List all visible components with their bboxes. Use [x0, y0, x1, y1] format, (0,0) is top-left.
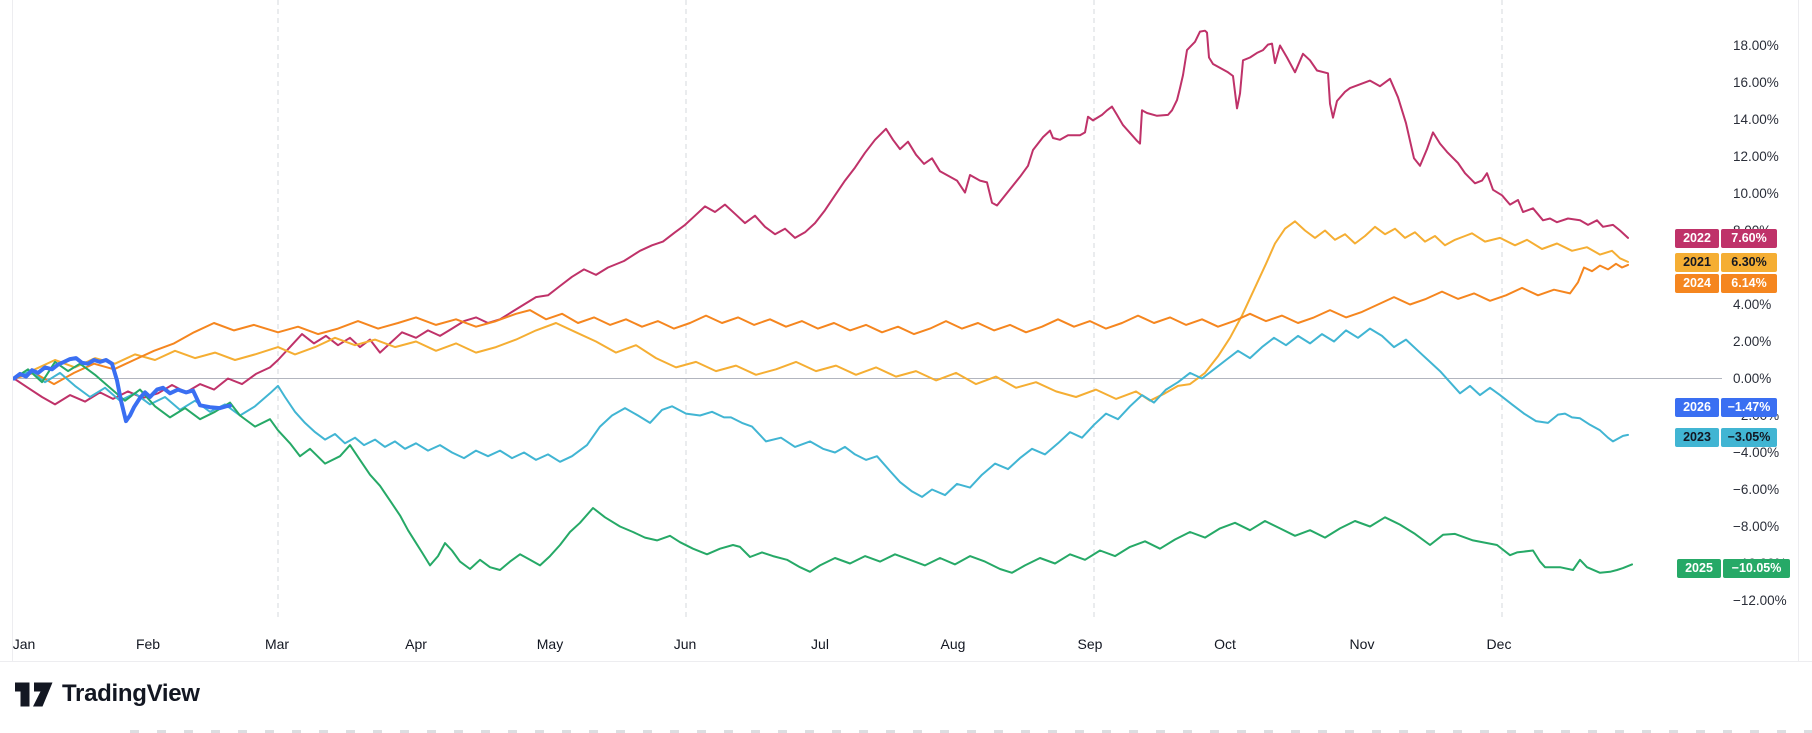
series-line-2025[interactable] [13, 360, 1633, 574]
price-label-0: 0.00% [1733, 370, 1772, 386]
series-line-2026[interactable] [12, 356, 232, 424]
month-label-oct: Oct [1214, 636, 1236, 652]
year-badge-2024[interactable]: 2024 6.14% [1675, 273, 1777, 293]
price-label--6: −6.00% [1733, 481, 1780, 497]
month-label-nov: Nov [1349, 636, 1375, 652]
price-label--8: −8.00% [1733, 518, 1780, 534]
month-label-jun: Jun [673, 636, 697, 652]
badge-value-label: −10.05% [1723, 558, 1790, 578]
bottom-axis-border [0, 661, 1812, 662]
price-label-2: 2.00% [1733, 333, 1772, 349]
month-label-may: May [536, 636, 564, 652]
price-label-12: 12.00% [1733, 148, 1779, 164]
price-label--12: −12.00% [1733, 592, 1787, 608]
badge-year-label: 2022 [1675, 228, 1719, 248]
left-pane-border [12, 0, 13, 661]
tradingview-logo-text: TradingView [62, 680, 200, 707]
price-label-4: 4.00% [1733, 296, 1772, 312]
month-label-jul: Jul [811, 636, 829, 652]
year-badge-2025[interactable]: 2025 −10.05% [1677, 558, 1790, 578]
series-line-2023[interactable] [13, 327, 1629, 498]
badge-year-label: 2023 [1675, 427, 1719, 447]
price-label-14: 14.00% [1733, 111, 1779, 127]
badge-year-label: 2026 [1675, 397, 1719, 417]
year-badge-2021[interactable]: 2021 6.30% [1675, 252, 1777, 272]
tradingview-logo-link[interactable]: TradingView [15, 680, 200, 708]
badge-value-label: −1.47% [1721, 397, 1777, 417]
price-label--4: −4.00% [1733, 444, 1780, 460]
price-label-18: 18.00% [1733, 37, 1779, 53]
badge-year-label: 2025 [1677, 558, 1721, 578]
year-badge-2022[interactable]: 2022 7.60% [1675, 228, 1777, 248]
month-label-mar: Mar [264, 636, 290, 652]
series-line-2021[interactable] [13, 220, 1629, 402]
price-label-16: 16.00% [1733, 74, 1779, 90]
badge-value-label: 7.60% [1721, 228, 1777, 248]
tradingview-logo-icon [15, 682, 53, 706]
badge-value-label: 6.30% [1721, 252, 1777, 272]
bottom-cutoff-dashes [130, 730, 1812, 733]
price-label-10: 10.00% [1733, 185, 1779, 201]
month-label-feb: Feb [135, 636, 161, 652]
month-label-dec: Dec [1486, 636, 1512, 652]
month-label-jan: Jan [12, 636, 36, 652]
badge-value-label: 6.14% [1721, 273, 1777, 293]
month-label-sep: Sep [1077, 636, 1103, 652]
badge-value-label: −3.05% [1721, 427, 1777, 447]
month-label-apr: Apr [405, 636, 427, 652]
series-line-2022[interactable] [13, 29, 1629, 406]
series-line-2024[interactable] [13, 262, 1629, 386]
year-badge-2023[interactable]: 2023 −3.05% [1675, 427, 1777, 447]
right-pane-border [1798, 0, 1799, 661]
month-label-aug: Aug [940, 636, 966, 652]
badge-year-label: 2024 [1675, 273, 1719, 293]
badge-year-label: 2021 [1675, 252, 1719, 272]
year-badge-2026[interactable]: 2026 −1.47% [1675, 397, 1777, 417]
